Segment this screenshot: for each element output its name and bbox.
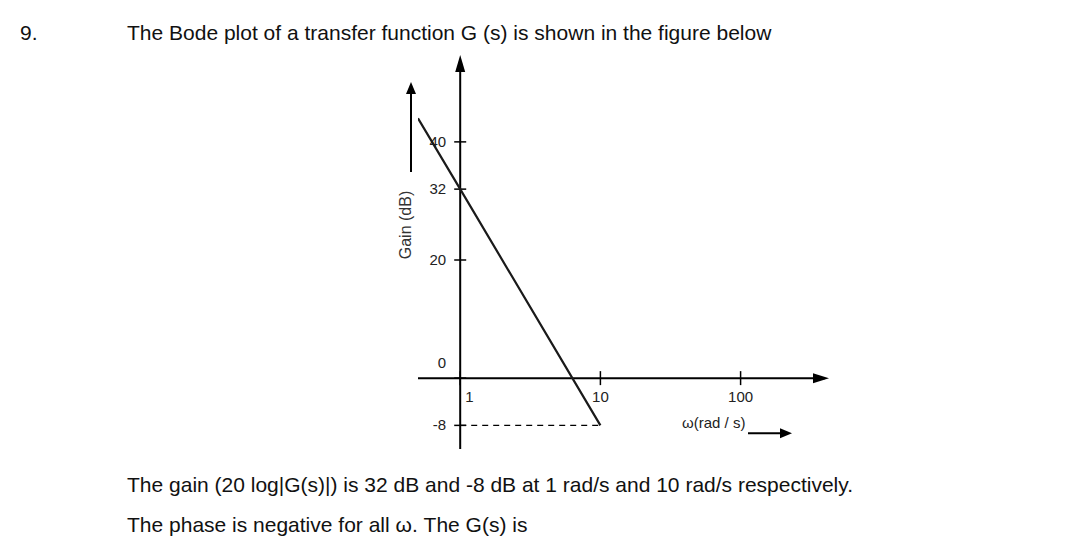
y-tick [454,259,466,261]
x-tick-label: 100 [728,388,753,405]
y-tick-label: 32 [430,180,447,197]
page: 9. The Bode plot of a transfer function G… [0,0,1080,540]
y-axis-label: Gain (dB) [397,191,414,259]
plot-area [418,118,600,425]
x-tick-label: 1 [465,388,473,405]
x-tick [740,371,742,385]
x-tick [459,371,461,385]
y-label-arrow [410,92,412,172]
question-number: 9. [20,21,38,44]
y-tick [454,141,466,143]
guide-line [460,425,600,426]
y-tick-label: 0 [438,354,446,371]
x-axis-arrow [813,373,829,383]
y-tick-label: -8 [433,416,446,433]
x-axis-label: ω(rad / s) [682,414,745,431]
x-label-arrowhead [780,428,792,438]
y-axis-arrow [455,55,465,72]
gain-line [418,118,600,425]
question-prompt: The phase is negative for all ω. The G(s… [127,513,527,536]
question-intro: The Bode plot of a transfer function G (… [127,21,772,44]
x-axis [418,377,825,379]
y-tick-label: 20 [430,251,447,268]
x-label-arrow [748,432,782,434]
x-tick-label: 10 [592,388,609,405]
y-label-arrowhead [406,82,416,94]
x-tick [600,371,602,385]
question-statement: The gain (20 log|G(s)|) is 32 dB and -8 … [127,473,853,496]
